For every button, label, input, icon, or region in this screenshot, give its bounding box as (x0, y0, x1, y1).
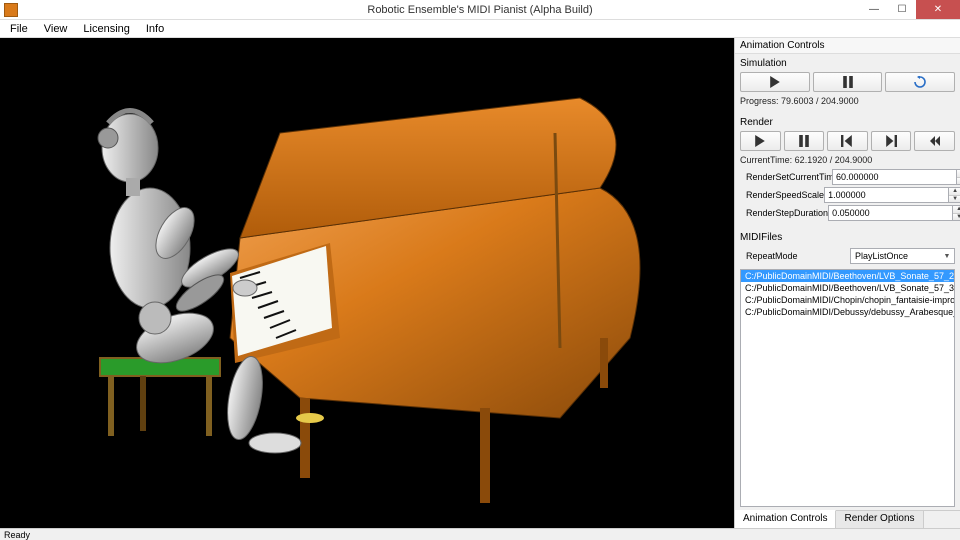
render-play-button[interactable] (740, 131, 781, 151)
midi-section: MIDIFiles RepeatMode PlayListOnce ▼ (735, 228, 960, 266)
panel-tabs: Animation Controls Render Options (735, 510, 960, 528)
render-rewind-button[interactable] (914, 131, 955, 151)
status-text: Ready (4, 530, 30, 540)
tab-animation-controls[interactable]: Animation Controls (735, 510, 836, 528)
side-panel: Animation Controls Simulation Progress: … (734, 38, 960, 528)
rewind-icon (929, 135, 941, 147)
spin-up[interactable]: ▲ (953, 206, 960, 214)
window-title: Robotic Ensemble's MIDI Pianist (Alpha B… (0, 4, 960, 16)
midi-title: MIDIFiles (740, 230, 955, 246)
pause-icon (798, 135, 810, 147)
step-duration-spinner[interactable]: ▲▼ (828, 205, 960, 221)
scene-svg (0, 38, 734, 528)
render-section: Render CurrentTime: 62.1920 / 204.9000 R… (735, 113, 960, 228)
current-time-spinner[interactable]: ▲▼ (832, 169, 960, 185)
main-body: Animation Controls Simulation Progress: … (0, 38, 960, 528)
status-bar: Ready (0, 528, 960, 540)
spin-down[interactable]: ▼ (949, 196, 960, 203)
menu-licensing[interactable]: Licensing (75, 21, 137, 37)
render-title: Render (740, 115, 955, 131)
play-icon (754, 135, 766, 147)
spin-buttons: ▲▼ (952, 205, 960, 221)
skip-last-icon (885, 135, 897, 147)
spin-down[interactable]: ▼ (953, 214, 960, 221)
param-label: RenderSpeedScale (740, 190, 824, 200)
pause-icon (842, 76, 854, 88)
spin-buttons: ▲▼ (948, 187, 960, 203)
3d-viewport[interactable] (0, 38, 734, 528)
param-label: RenderStepDuration (740, 208, 828, 218)
title-bar: Robotic Ensemble's MIDI Pianist (Alpha B… (0, 0, 960, 20)
file-row[interactable]: C:/PublicDomainMIDI/Chopin/chopin_fantai… (741, 294, 954, 306)
render-last-button[interactable] (871, 131, 912, 151)
repeat-mode-value: PlayListOnce (855, 251, 908, 261)
param-speed-scale: RenderSpeedScale ▲▼ (740, 187, 955, 203)
app-icon (4, 3, 18, 17)
menu-file[interactable]: File (2, 21, 36, 37)
param-label: RenderSetCurrentTime (740, 172, 832, 182)
current-time-input[interactable] (832, 169, 956, 185)
param-step-duration: RenderStepDuration ▲▼ (740, 205, 955, 221)
panel-header: Animation Controls (735, 38, 960, 54)
sim-reload-button[interactable] (885, 72, 955, 92)
close-button[interactable]: ✕ (916, 0, 960, 19)
repeat-label: RepeatMode (740, 251, 850, 261)
menu-bar: File View Licensing Info (0, 20, 960, 38)
minimize-button[interactable]: — (860, 0, 888, 19)
render-time: CurrentTime: 62.1920 / 204.9000 (740, 153, 955, 167)
param-current-time: RenderSetCurrentTime ▲▼ (740, 169, 955, 185)
speed-scale-spinner[interactable]: ▲▼ (824, 187, 960, 203)
simulation-title: Simulation (740, 56, 955, 72)
play-icon (769, 76, 781, 88)
midi-file-list[interactable]: C:/PublicDomainMIDI/Beethoven/LVB_Sonate… (740, 269, 955, 507)
render-buttons (740, 131, 955, 151)
repeat-mode-combo[interactable]: PlayListOnce ▼ (850, 248, 955, 264)
file-row[interactable]: C:/PublicDomainMIDI/Beethoven/LVB_Sonate… (741, 282, 954, 294)
simulation-section: Simulation Progress: 79.6003 / 204.9000 (735, 54, 960, 113)
menu-info[interactable]: Info (138, 21, 172, 37)
menu-view[interactable]: View (36, 21, 76, 37)
sim-pause-button[interactable] (813, 72, 883, 92)
render-first-button[interactable] (827, 131, 868, 151)
skip-first-icon (841, 135, 853, 147)
step-duration-input[interactable] (828, 205, 952, 221)
simulation-buttons (740, 72, 955, 92)
render-pause-button[interactable] (784, 131, 825, 151)
tab-render-options[interactable]: Render Options (836, 511, 923, 528)
speed-scale-input[interactable] (824, 187, 948, 203)
sim-play-button[interactable] (740, 72, 810, 92)
maximize-button[interactable]: ☐ (888, 0, 916, 19)
repeat-mode-row: RepeatMode PlayListOnce ▼ (740, 248, 955, 264)
file-row[interactable]: C:/PublicDomainMIDI/Debussy/debussy_Arab… (741, 306, 954, 318)
spin-up[interactable]: ▲ (949, 188, 960, 196)
file-row[interactable]: C:/PublicDomainMIDI/Beethoven/LVB_Sonate… (741, 270, 954, 282)
chevron-down-icon: ▼ (940, 253, 954, 260)
simulation-progress: Progress: 79.6003 / 204.9000 (740, 94, 955, 108)
spin-buttons: ▲▼ (956, 169, 960, 185)
reload-icon (914, 76, 926, 88)
window-buttons: — ☐ ✕ (860, 0, 960, 19)
